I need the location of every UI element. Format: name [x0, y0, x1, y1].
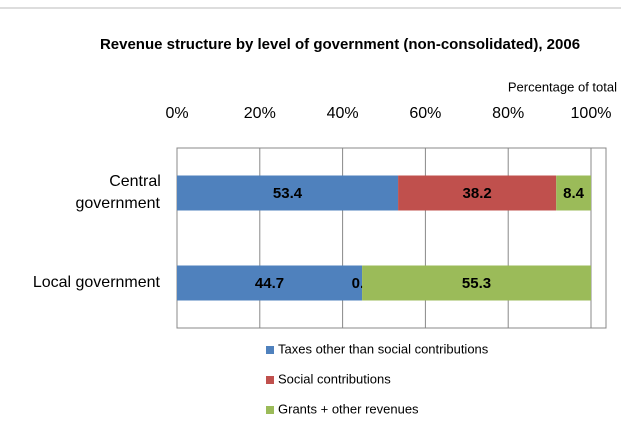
data-label: 38.2: [463, 185, 492, 202]
data-label: 8.4: [563, 185, 585, 202]
bar-segment: [398, 175, 557, 211]
x-tick-label: 0%: [165, 105, 188, 122]
legend-label: Social contributions: [278, 371, 391, 386]
y-tick-label: Local government: [33, 274, 161, 291]
data-label: 55.3: [462, 275, 491, 292]
legend-swatch: [266, 406, 274, 414]
legend-label: Grants + other revenues: [278, 401, 419, 416]
legend-swatch: [266, 376, 274, 384]
plot-area: [176, 147, 607, 329]
x-tick-label: 20%: [244, 105, 276, 122]
legend-label: Taxes other than social contributions: [278, 341, 489, 356]
bar-segment: [556, 175, 591, 211]
x-tick-label: 40%: [327, 105, 359, 122]
legend-swatch: [266, 346, 274, 354]
data-label: 44.7: [255, 275, 284, 292]
x-tick-label: 80%: [492, 105, 524, 122]
x-axis-label: Percentage of total: [508, 79, 617, 94]
bar-segment: [362, 265, 591, 301]
x-tick-label: 100%: [571, 105, 612, 122]
y-tick-label: Central government: [76, 173, 161, 212]
data-label: 53.4: [273, 185, 303, 202]
bar-segment: [177, 175, 399, 211]
bar-segment: [177, 265, 363, 301]
x-tick-label: 60%: [409, 105, 441, 122]
chart-title: Revenue structure by level of government…: [99, 36, 581, 53]
